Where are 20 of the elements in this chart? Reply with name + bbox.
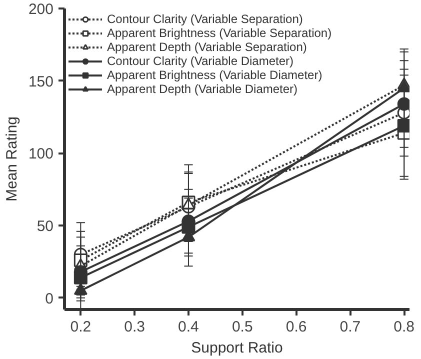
- y-tick-label: 150: [28, 73, 54, 90]
- y-axis-title: Mean Rating: [3, 116, 20, 202]
- x-tick-label: 0.3: [124, 318, 146, 336]
- x-tick-label: 0.8: [394, 318, 415, 336]
- x-tick-label: 0.5: [232, 318, 253, 336]
- y-tick-label: 100: [28, 146, 54, 163]
- legend-label: Apparent Depth (Variable Diameter): [107, 82, 298, 96]
- x-tick-label: 0.6: [286, 318, 307, 336]
- legend-label: Contour Clarity (Variable Separation): [107, 12, 303, 26]
- x-axis-title: Support Ratio: [191, 340, 283, 356]
- y-tick-label: 0: [45, 290, 54, 308]
- legend-label: Contour Clarity (Variable Diameter): [107, 54, 294, 68]
- x-tick-label: 0.7: [340, 318, 361, 336]
- legend-label: Apparent Brightness (Variable Diameter): [107, 68, 322, 82]
- x-tick-label: 0.4: [178, 318, 199, 336]
- legend-label: Apparent Depth (Variable Separation): [107, 40, 307, 54]
- legend-label: Apparent Brightness (Variable Separation): [107, 26, 332, 40]
- y-tick-label: 200: [28, 1, 54, 18]
- x-tick-label: 0.2: [70, 318, 92, 336]
- y-tick-label: 50: [36, 218, 54, 236]
